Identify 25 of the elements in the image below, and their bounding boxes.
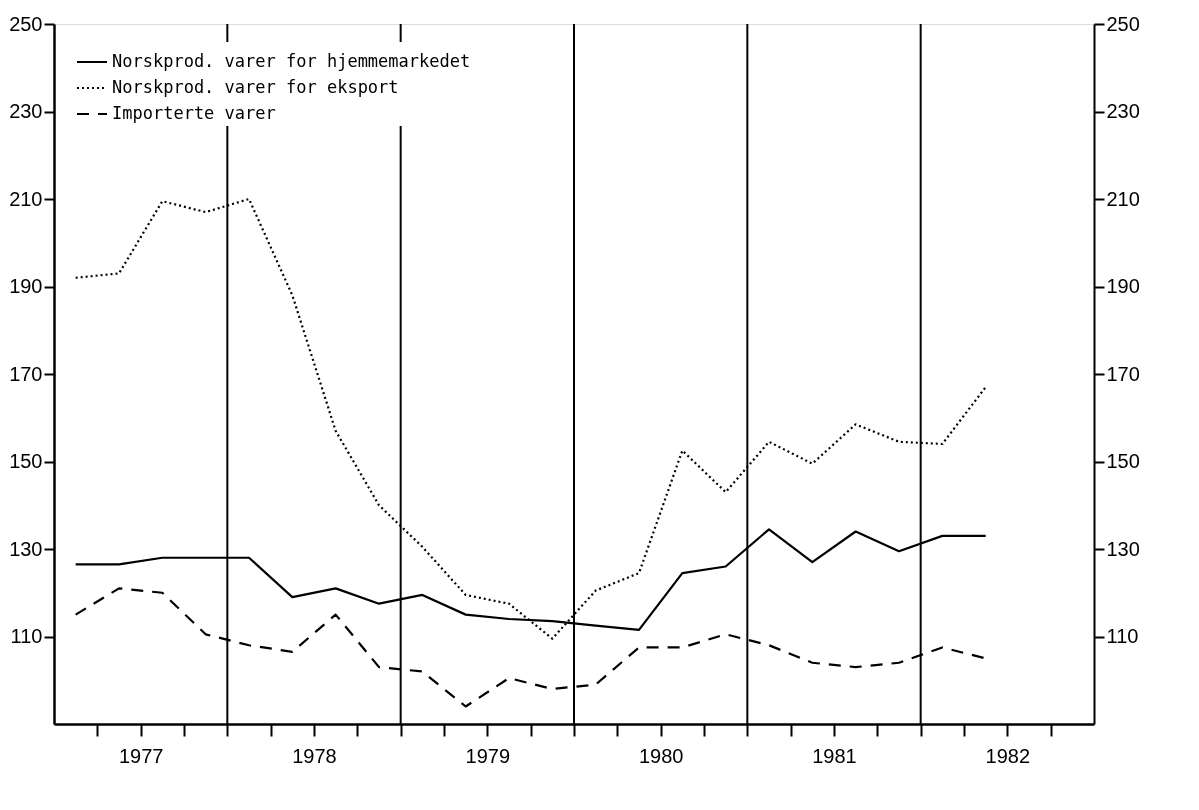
- y-tick-label: 250: [9, 12, 43, 35]
- y-tick-label: 130: [9, 537, 43, 560]
- legend-label: Importerte varer: [112, 103, 276, 123]
- y-tick-label: 230: [9, 100, 43, 122]
- legend-label: Norskprod. varer for hjemmemarkedet: [112, 51, 471, 71]
- x-tick-label: 1980: [638, 744, 684, 767]
- y-tick-label: 170: [9, 362, 43, 385]
- y2-tick-label: 230: [1106, 100, 1140, 122]
- legend-label: Norskprod. varer for eksport: [112, 77, 399, 97]
- x-tick-label: 1978: [292, 744, 337, 767]
- y2-tick-label: 250: [1106, 12, 1140, 35]
- y2-tick-label: 130: [1106, 537, 1140, 560]
- y2-tick-label: 210: [1106, 187, 1140, 210]
- y2-tick-label: 110: [1106, 625, 1139, 647]
- y2-tick-label: 190: [1106, 275, 1140, 297]
- x-tick-label: 1979: [465, 744, 511, 767]
- y-tick-label: 190: [9, 275, 43, 297]
- y2-tick-label: 170: [1106, 362, 1140, 385]
- x-tick-label: 1977: [118, 744, 164, 767]
- y-tick-label: 210: [9, 187, 43, 210]
- x-tick-label: 1982: [985, 744, 1031, 767]
- y-tick-label: 110: [10, 625, 43, 647]
- y-tick-label: 150: [9, 450, 43, 472]
- y2-tick-label: 150: [1106, 450, 1140, 472]
- x-tick-label: 1981: [812, 744, 857, 767]
